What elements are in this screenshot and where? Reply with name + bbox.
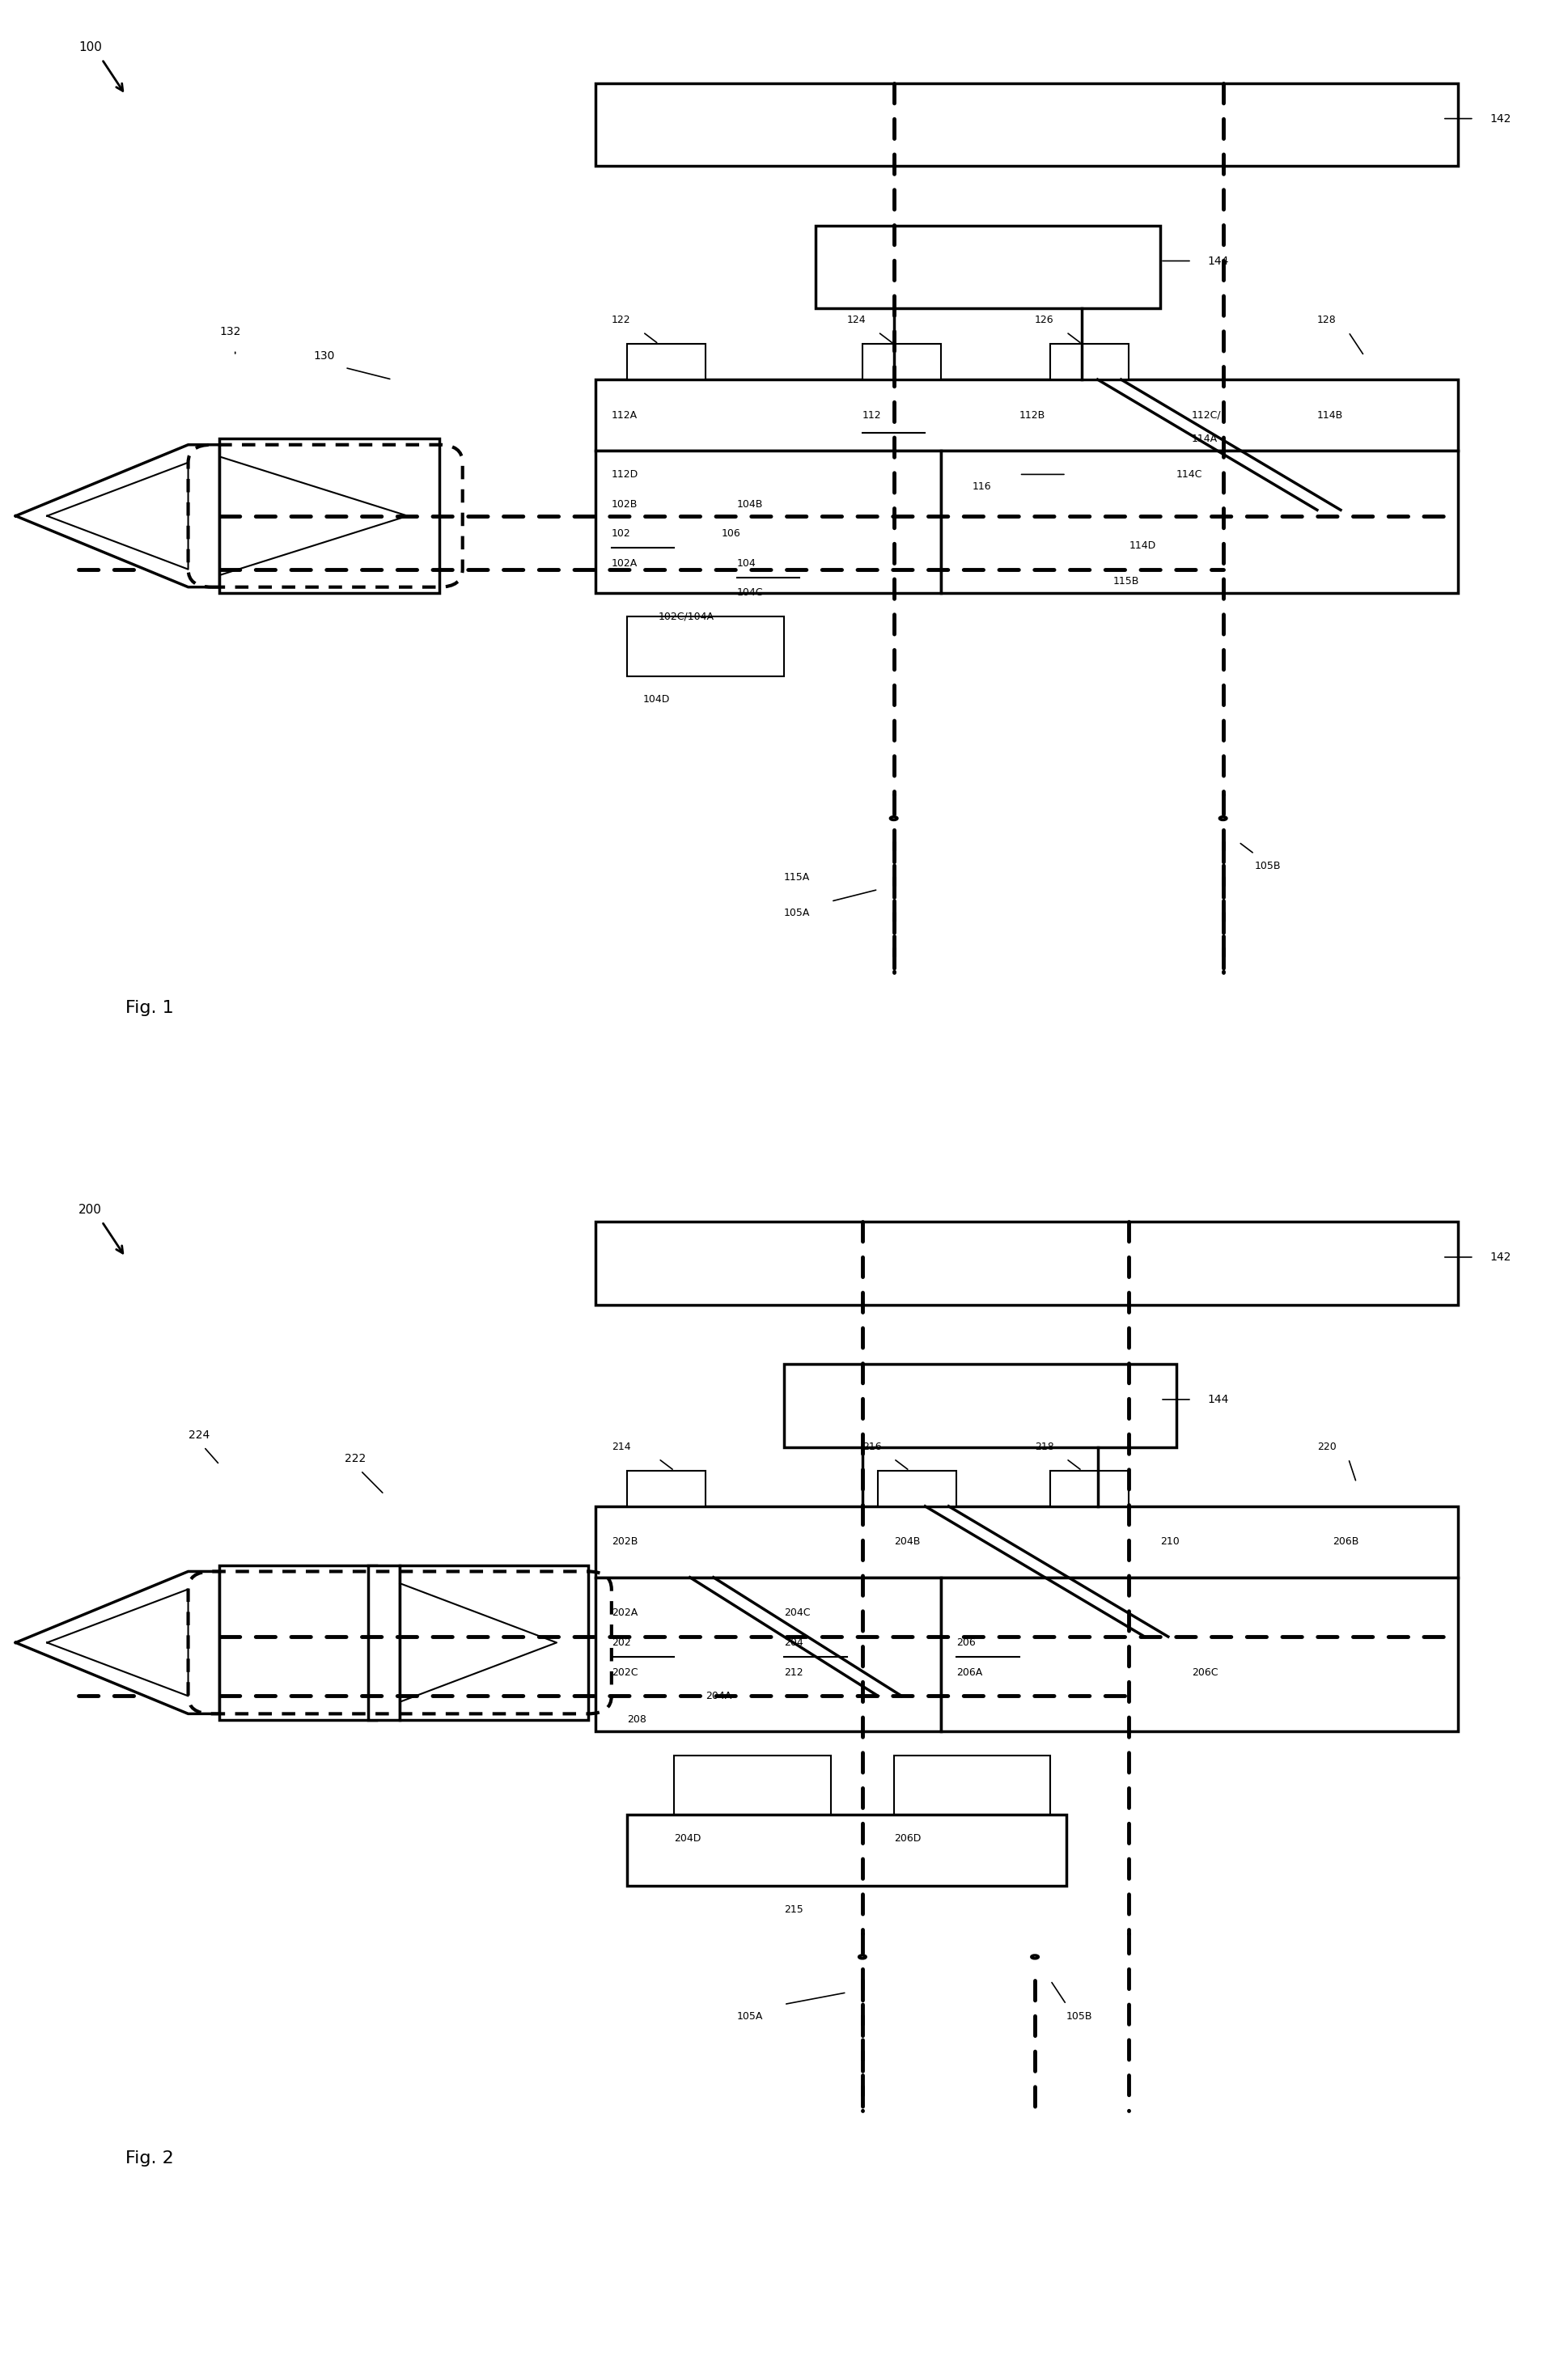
Text: 104C: 104C [737, 588, 764, 598]
Text: 105A: 105A [737, 2011, 764, 2021]
Text: 206A: 206A [956, 1668, 983, 1677]
Text: 216: 216 [862, 1442, 881, 1452]
Text: 220: 220 [1317, 1442, 1336, 1452]
Text: 112B: 112B [1019, 410, 1046, 420]
Text: 212: 212 [784, 1668, 803, 1677]
Bar [674, 1755, 831, 1815]
Text: 204A: 204A [706, 1691, 732, 1701]
Text: 202C: 202C [612, 1668, 638, 1677]
Text: 112A: 112A [612, 410, 638, 420]
Text: 224: 224 [188, 1430, 210, 1440]
Text: 200: 200 [78, 1203, 102, 1217]
Text: 142: 142 [1490, 114, 1512, 123]
Text: 106: 106 [721, 529, 740, 538]
Ellipse shape [891, 816, 897, 821]
Text: 112D: 112D [612, 470, 638, 479]
Polygon shape [16, 446, 220, 588]
Text: 214: 214 [612, 1442, 630, 1452]
Polygon shape [16, 1573, 220, 1713]
Bar [627, 1471, 706, 1506]
Ellipse shape [859, 1955, 866, 1959]
Text: 204: 204 [784, 1637, 803, 1649]
Ellipse shape [1032, 1955, 1038, 1959]
Text: 115A: 115A [784, 873, 811, 882]
Text: 206: 206 [956, 1637, 975, 1649]
Text: 114B: 114B [1317, 410, 1344, 420]
Bar [220, 439, 439, 593]
Text: 115B: 115B [1113, 576, 1140, 586]
Bar [1051, 344, 1129, 380]
Bar [596, 83, 1458, 166]
Text: 102A: 102A [612, 557, 638, 569]
Text: 202A: 202A [612, 1608, 638, 1618]
Text: 132: 132 [220, 327, 241, 337]
Text: 100: 100 [78, 40, 102, 55]
Bar [220, 1566, 376, 1720]
Text: 130: 130 [314, 351, 336, 361]
Text: 206B: 206B [1333, 1537, 1359, 1547]
Text: 112C/: 112C/ [1192, 410, 1221, 420]
Text: 222: 222 [345, 1454, 367, 1464]
Bar [941, 1577, 1458, 1732]
Text: 116: 116 [972, 482, 991, 491]
Text: 126: 126 [1035, 315, 1054, 325]
Bar [368, 1566, 400, 1720]
Bar [596, 380, 1458, 451]
Text: 206D: 206D [894, 1834, 920, 1843]
Text: 208: 208 [627, 1715, 646, 1724]
Bar [596, 451, 941, 593]
Text: 124: 124 [847, 315, 866, 325]
Bar [596, 1506, 1458, 1577]
Text: 202B: 202B [612, 1537, 638, 1547]
Text: Fig. 1: Fig. 1 [125, 1001, 174, 1015]
Text: Fig. 2: Fig. 2 [125, 2151, 174, 2166]
Bar [1051, 1471, 1129, 1506]
Text: 102C/104A: 102C/104A [659, 612, 715, 621]
Text: 206C: 206C [1192, 1668, 1218, 1677]
Text: 105B: 105B [1066, 2011, 1093, 2021]
Text: 144: 144 [1207, 256, 1229, 266]
Bar [784, 1364, 1176, 1447]
Text: 142: 142 [1490, 1252, 1512, 1262]
Text: 202: 202 [612, 1637, 630, 1649]
Text: 204D: 204D [674, 1834, 701, 1843]
Text: 114D: 114D [1129, 541, 1156, 550]
Text: 215: 215 [784, 1905, 803, 1914]
Text: 112: 112 [862, 410, 881, 420]
Text: 105B: 105B [1254, 861, 1281, 871]
Text: 204C: 204C [784, 1608, 811, 1618]
Bar [627, 1815, 1066, 1886]
Text: 104: 104 [737, 557, 756, 569]
Ellipse shape [1220, 816, 1226, 821]
Text: 128: 128 [1317, 315, 1336, 325]
Text: 144: 144 [1207, 1395, 1229, 1404]
Text: 204B: 204B [894, 1537, 920, 1547]
Bar [596, 1222, 1458, 1305]
Text: 104D: 104D [643, 695, 670, 704]
Bar [400, 1566, 588, 1720]
Bar [862, 344, 941, 380]
Bar [941, 451, 1458, 593]
Text: 105A: 105A [784, 908, 811, 918]
Bar [894, 1755, 1051, 1815]
Bar [815, 225, 1160, 308]
Text: 210: 210 [1160, 1537, 1179, 1547]
Bar [596, 1577, 941, 1732]
Bar [627, 344, 706, 380]
Text: 114C: 114C [1176, 470, 1203, 479]
Text: 114A: 114A [1192, 434, 1218, 444]
Text: 104B: 104B [737, 498, 764, 510]
Text: 102B: 102B [612, 498, 638, 510]
Text: 122: 122 [612, 315, 630, 325]
Text: 102: 102 [612, 529, 630, 538]
Bar [878, 1471, 956, 1506]
Text: 218: 218 [1035, 1442, 1054, 1452]
Bar [627, 617, 784, 676]
